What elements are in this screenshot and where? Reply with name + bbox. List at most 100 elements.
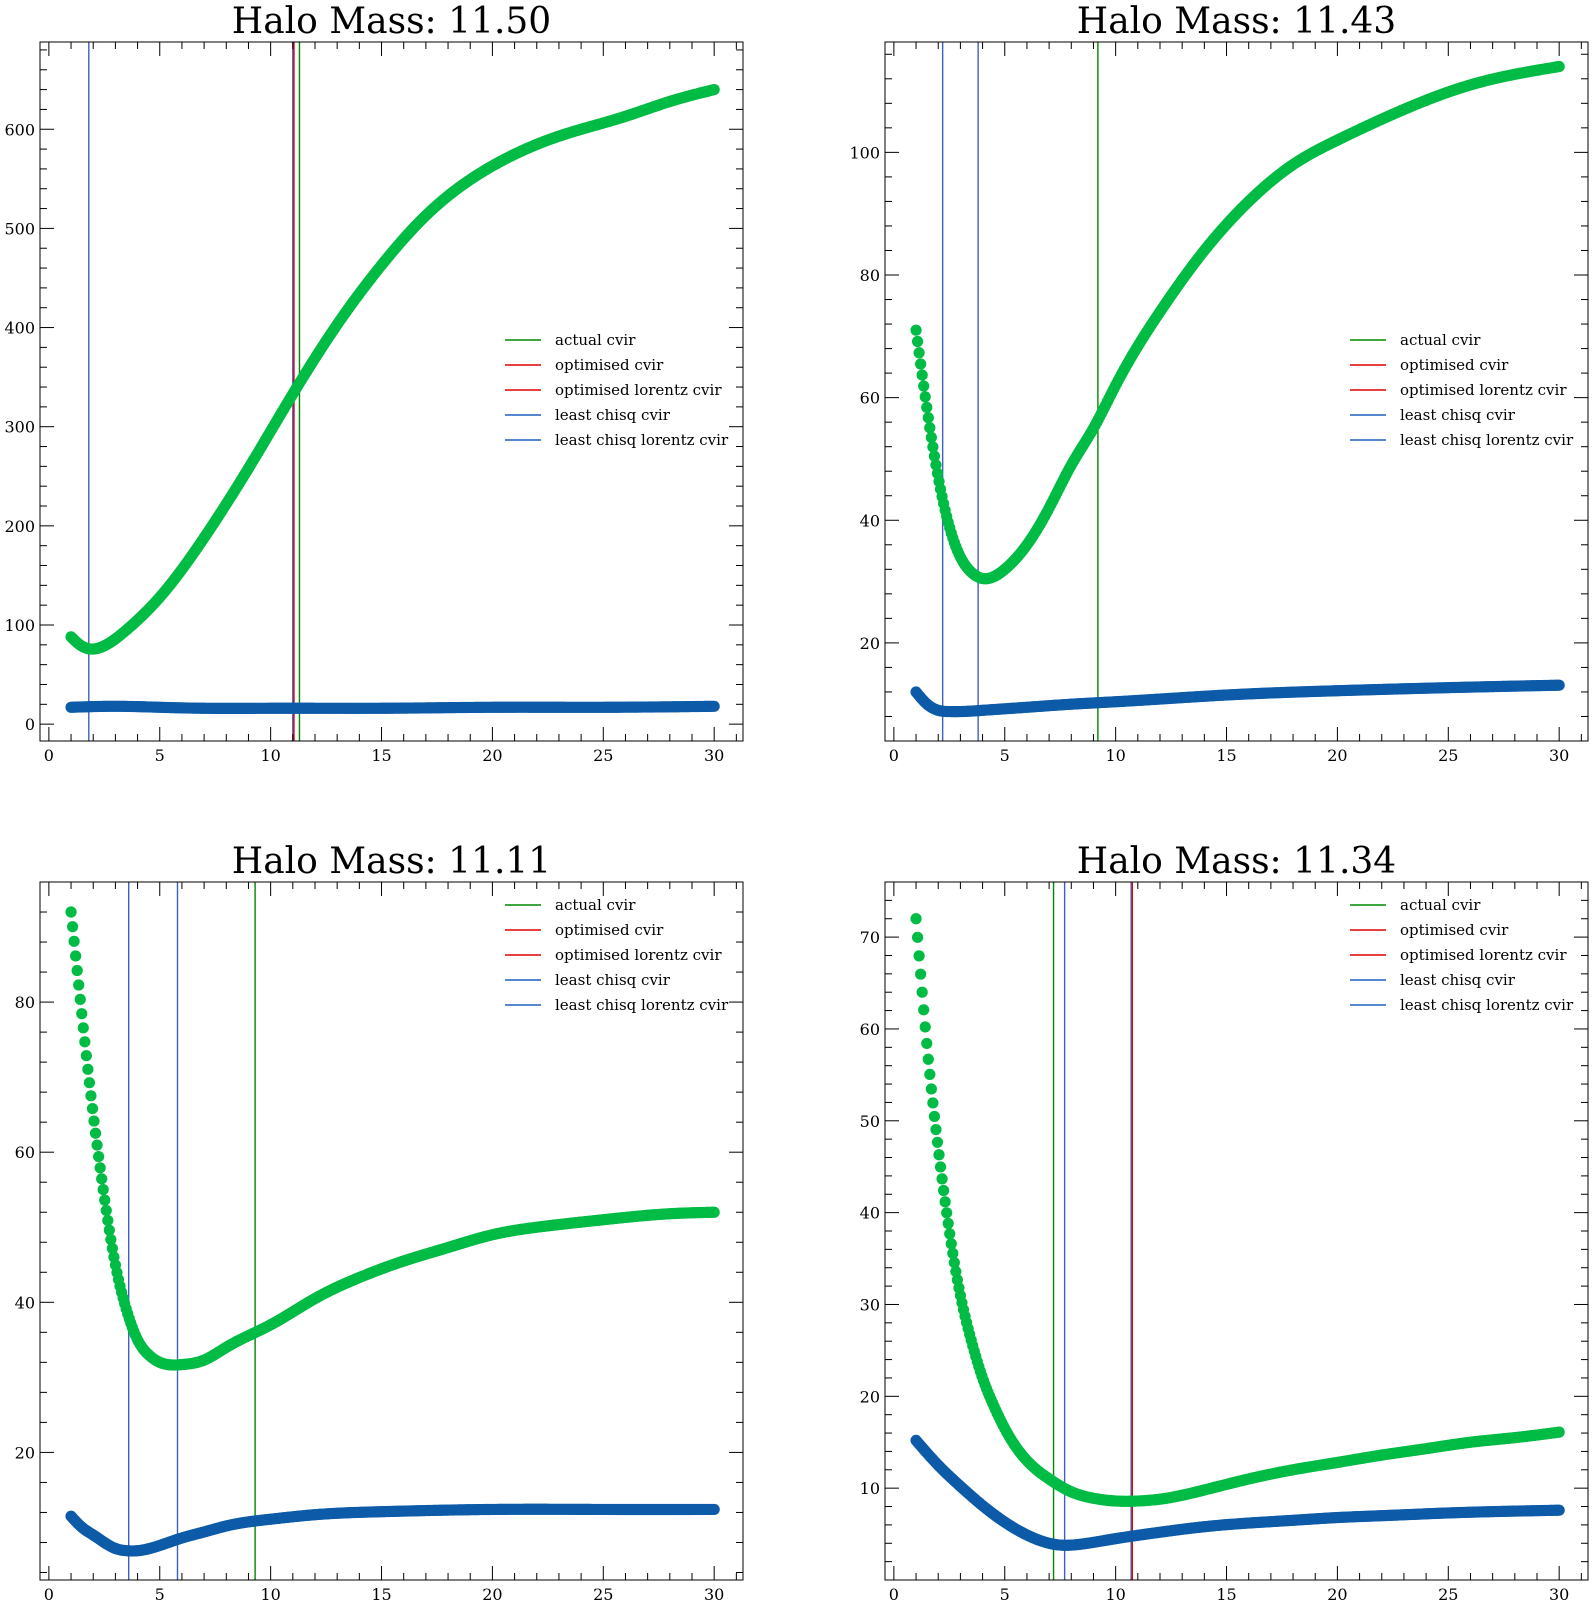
data-point: [913, 347, 925, 359]
x-tick-label: 30: [1549, 1585, 1569, 1604]
data-point: [708, 83, 720, 96]
data-point: [96, 1173, 108, 1185]
y-tick-label: 500: [4, 219, 35, 238]
plot-area: [65, 882, 720, 1580]
data-point: [97, 1183, 109, 1196]
plot-area: [65, 42, 720, 741]
x-tick-label: 20: [1327, 746, 1347, 765]
data-point: [77, 1022, 89, 1034]
data-point: [1553, 679, 1565, 691]
x-tick-label: 25: [1438, 1585, 1458, 1604]
data-point: [927, 441, 939, 453]
data-point: [74, 993, 86, 1005]
data-point: [928, 450, 941, 462]
chart-panel-4: Halo Mass: 11.34 0 5 10 15 20 25 30 10 20 30 40 50 60…: [860, 841, 1589, 1604]
legend-label: optimised lorentz cvir: [1400, 946, 1567, 964]
data-point: [925, 1083, 937, 1095]
legend-label: optimised cvir: [555, 356, 664, 374]
x-tick-label: 5: [1000, 746, 1010, 765]
data-point: [922, 412, 934, 424]
y-tick-label: 600: [4, 120, 35, 139]
data-point: [915, 968, 927, 980]
data-point: [941, 1207, 953, 1219]
data-point: [931, 1136, 944, 1148]
data-point: [103, 1224, 115, 1236]
data-point: [82, 1063, 94, 1075]
series-blue-curve: [910, 1434, 1565, 1551]
legend-label: actual cvir: [1400, 896, 1481, 914]
data-point: [934, 1161, 947, 1173]
data-point: [915, 358, 927, 370]
data-point: [930, 1123, 942, 1136]
data-point: [924, 1068, 936, 1081]
x-tick-label: 25: [593, 746, 613, 765]
data-point: [918, 1004, 930, 1016]
data-point: [947, 1247, 959, 1259]
y-tick-label: 20: [860, 634, 880, 653]
data-point: [919, 391, 931, 403]
y-tick-label: 60: [860, 1020, 880, 1039]
legend-label: optimised cvir: [1400, 921, 1509, 939]
y-tick-label: 200: [4, 517, 35, 536]
data-point: [911, 335, 924, 348]
x-tick-label: 10: [1105, 746, 1125, 765]
legend-label: least chisq lorentz cvir: [1400, 431, 1574, 449]
y-tick-label: 70: [860, 928, 880, 947]
axes-frame: [39, 41, 744, 742]
y-tick-label: 400: [4, 319, 35, 338]
data-point: [922, 1053, 934, 1065]
x-tick-label: 5: [155, 746, 165, 765]
chart-panel-1: Halo Mass: 11.500 5 10 15 20 25 30010020030040…: [4, 1, 744, 765]
x-tick-label: 20: [482, 1585, 502, 1604]
data-point: [708, 1206, 720, 1218]
y-tick-label: 20: [15, 1443, 35, 1462]
data-point: [942, 1217, 954, 1230]
data-point: [921, 1037, 933, 1050]
data-point: [1553, 1504, 1565, 1516]
y-tick-label: 40: [15, 1293, 35, 1312]
series-blue-curve: [65, 1503, 720, 1557]
series-green-curve: [65, 906, 720, 1371]
series-blue-curve: [65, 700, 720, 715]
data-point: [71, 964, 83, 977]
data-point: [708, 700, 720, 712]
data-point: [911, 931, 924, 943]
data-point: [1553, 1426, 1565, 1438]
legend-label: optimised lorentz cvir: [555, 946, 722, 964]
data-point: [80, 1050, 92, 1062]
data-point: [921, 401, 933, 413]
legend-label: optimised lorentz cvir: [555, 381, 722, 399]
data-point: [100, 1204, 112, 1217]
x-tick-label: 20: [1327, 1585, 1347, 1604]
x-tick-label: 30: [1549, 746, 1569, 765]
x-tick-label: 15: [371, 746, 391, 765]
data-point: [86, 1102, 99, 1115]
data-point: [99, 1194, 111, 1206]
data-point: [93, 1150, 105, 1163]
chart-panel-2: Halo Mass: 11.43 0 5 10 15 20 25 30 20 40 60 80 100 a…: [849, 1, 1589, 765]
y-tick-label: 100: [4, 616, 35, 635]
data-point: [66, 921, 79, 933]
data-point: [936, 1173, 948, 1185]
plot-area: [910, 42, 1565, 741]
x-tick-label: 0: [44, 746, 54, 765]
data-point: [916, 369, 928, 381]
data-point: [913, 950, 925, 962]
legend-label: optimised cvir: [1400, 356, 1509, 374]
data-point: [939, 1196, 951, 1208]
legend-label: actual cvir: [1400, 331, 1481, 349]
data-point: [933, 1149, 945, 1161]
chart-title: Halo Mass: 11.43: [1077, 1, 1396, 42]
data-point: [910, 324, 922, 336]
legend: actual cvir optimised cvir optimised loren…: [505, 896, 729, 1014]
x-tick-label: 15: [1216, 746, 1236, 765]
x-tick-label: 15: [371, 1585, 391, 1604]
data-point: [708, 1503, 720, 1516]
x-tick-label: 5: [1000, 1585, 1010, 1604]
data-point: [919, 1021, 931, 1033]
data-point: [89, 1127, 102, 1139]
data-point: [83, 1077, 96, 1089]
data-point: [65, 906, 77, 918]
legend-label: least chisq cvir: [555, 406, 671, 424]
